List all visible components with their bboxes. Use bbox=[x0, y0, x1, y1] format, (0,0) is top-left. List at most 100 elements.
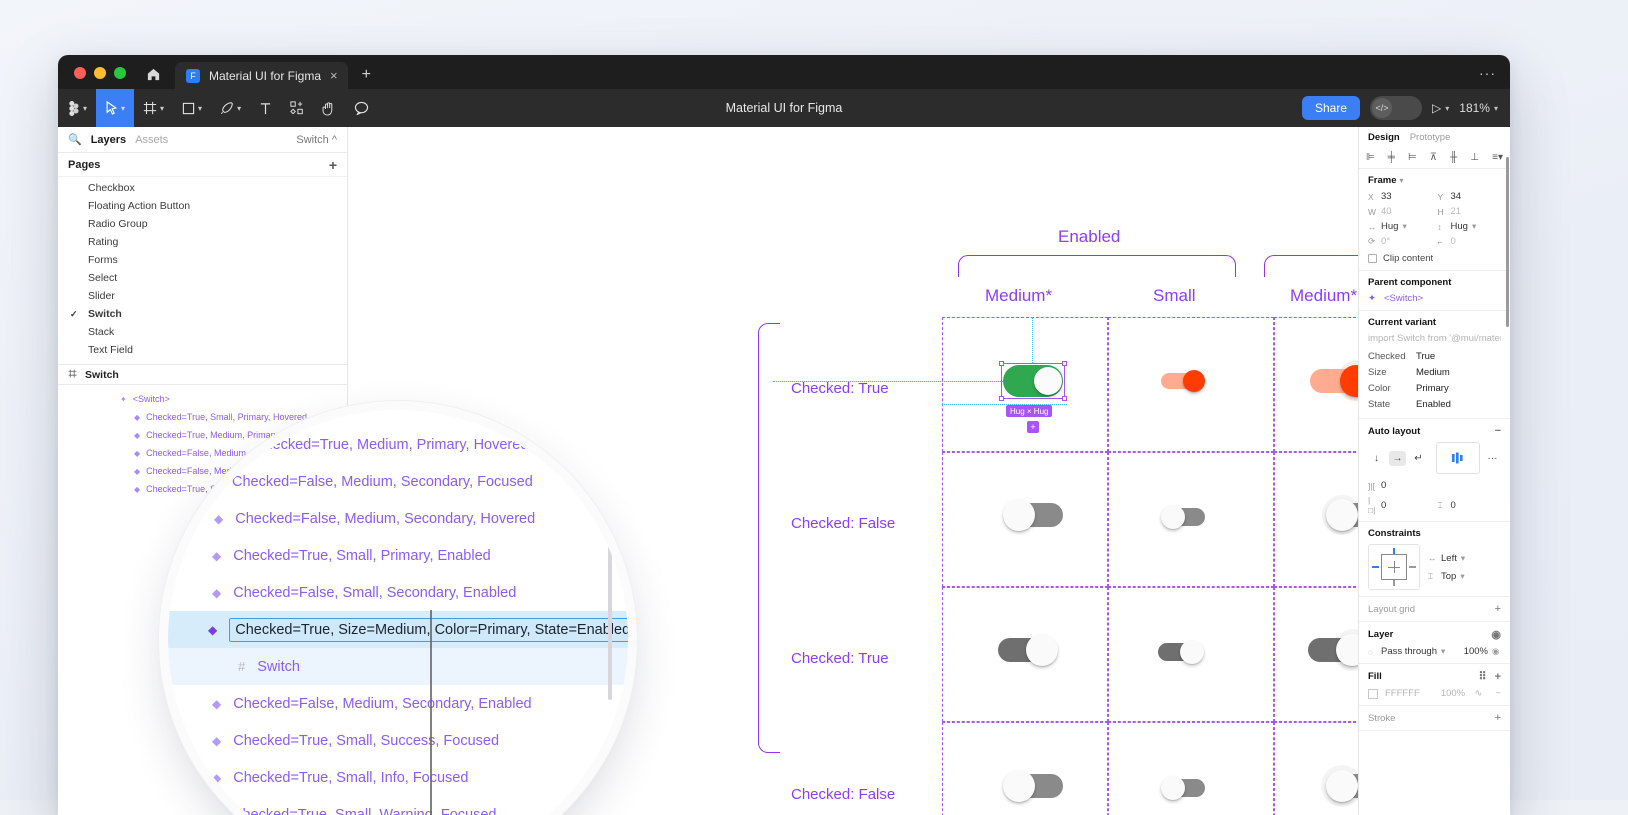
clip-content-row[interactable]: Clip content bbox=[1368, 253, 1501, 264]
page-item-forms[interactable]: Forms bbox=[58, 251, 347, 269]
magnified-layer-item[interactable]: ◆ Checked=True, Small, Primary, Enabled bbox=[168, 537, 628, 574]
maximize-window-button[interactable] bbox=[114, 67, 126, 79]
x-field[interactable]: X 33 bbox=[1368, 191, 1432, 202]
search-icon[interactable]: 🔍 bbox=[68, 133, 82, 146]
text-tool-button[interactable] bbox=[250, 89, 281, 127]
add-page-button[interactable]: + bbox=[329, 157, 337, 173]
parent-component-row[interactable]: ✦ <Switch> bbox=[1368, 293, 1501, 304]
zoom-control[interactable]: 181% ▾ bbox=[1459, 101, 1498, 115]
switch-hovered-medium-checked[interactable] bbox=[1310, 365, 1358, 397]
corner-radius-field[interactable]: ⌐ 0 bbox=[1438, 236, 1502, 247]
switch-row4-small[interactable] bbox=[1161, 776, 1209, 800]
switch-enabled-small-unchecked[interactable] bbox=[1161, 505, 1209, 529]
switch-row4-medium-hover[interactable] bbox=[1326, 770, 1358, 802]
gap-field[interactable]: ]|[ 0 bbox=[1368, 480, 1432, 491]
align-top-icon[interactable]: ⊼ bbox=[1430, 152, 1437, 163]
minimize-window-button[interactable] bbox=[94, 67, 106, 79]
pen-tool-button[interactable]: ▾ bbox=[211, 89, 250, 127]
switch-row3-medium-hover[interactable] bbox=[1308, 634, 1358, 666]
alignment-pad[interactable] bbox=[1436, 442, 1480, 474]
wrap-flow-icon[interactable]: ↵ bbox=[1410, 451, 1427, 466]
add-layout-grid-button[interactable]: + bbox=[1495, 603, 1501, 615]
close-window-button[interactable] bbox=[74, 67, 86, 79]
align-vertical-center-icon[interactable]: ╫ bbox=[1450, 152, 1457, 163]
align-bottom-icon[interactable]: ⊥ bbox=[1470, 152, 1479, 163]
magnified-panel-divider[interactable] bbox=[430, 610, 432, 815]
magnified-layer-rename-row[interactable]: ◆ Checked=True, Size=Medium, Color=Prima… bbox=[168, 611, 628, 648]
page-item-slider[interactable]: Slider bbox=[58, 287, 347, 305]
tab-assets[interactable]: Assets bbox=[135, 134, 168, 146]
switch-enabled-medium-unchecked[interactable] bbox=[1003, 499, 1065, 531]
horizontal-flow-icon[interactable]: → bbox=[1389, 451, 1406, 466]
page-item-rating[interactable]: Rating bbox=[58, 233, 347, 251]
layer-rename-input[interactable]: Checked=True, Size=Medium, Color=Primary… bbox=[229, 618, 628, 642]
magnified-layer-item[interactable]: ◆ Checked=False, Medium, Secondary, Enab… bbox=[168, 685, 628, 722]
hand-tool-button[interactable] bbox=[313, 89, 345, 127]
add-fill-button[interactable]: + bbox=[1495, 671, 1501, 683]
magnified-child-layer-row[interactable]: # Switch bbox=[168, 648, 628, 685]
page-item-stack[interactable]: Stack bbox=[58, 323, 347, 341]
vertical-constraint-select[interactable]: ⌶ Top ▾ bbox=[1428, 571, 1470, 582]
horizontal-constraint-select[interactable]: ↔ Left ▾ bbox=[1428, 553, 1470, 564]
add-stroke-button[interactable]: + bbox=[1495, 712, 1501, 724]
blend-mode-row[interactable]: ◌ Pass through ▾ 100% ◉ bbox=[1368, 646, 1501, 657]
chevron-down-icon[interactable]: ▾ bbox=[1400, 176, 1404, 185]
variant-prop-color[interactable]: Color Primary bbox=[1368, 380, 1501, 396]
magnified-layer-item[interactable]: Checked=True, Small, Warning, Focused bbox=[168, 796, 628, 815]
magnified-layer-item[interactable]: ◆ Checked=True, Small, Info, Focused bbox=[168, 759, 628, 796]
fill-blend-icon[interactable]: ∿ bbox=[1474, 688, 1482, 699]
switch-row4-medium[interactable] bbox=[1003, 770, 1065, 802]
switch-row3-medium[interactable] bbox=[998, 634, 1060, 666]
remove-auto-layout-button[interactable]: − bbox=[1495, 425, 1501, 437]
resize-width-field[interactable]: ↔ Hug ▾ bbox=[1368, 221, 1432, 232]
magnified-layer-item[interactable]: Checked=False, Medium, Secondary, Focuse… bbox=[168, 463, 628, 500]
components-tool-button[interactable] bbox=[281, 89, 313, 127]
new-tab-button[interactable]: + bbox=[348, 66, 385, 89]
layer-item-switch-root[interactable]: ✦ <Switch> bbox=[58, 390, 347, 408]
clip-content-checkbox[interactable] bbox=[1368, 254, 1377, 263]
remove-fill-button[interactable]: − bbox=[1495, 688, 1501, 699]
h-field[interactable]: H 21 bbox=[1438, 206, 1502, 217]
rotation-field[interactable]: ⟳ 0° bbox=[1368, 236, 1432, 247]
window-menu-icon[interactable]: ··· bbox=[1479, 65, 1496, 81]
magnified-layer-item[interactable]: Checked=True, Medium, Primary, Hovered bbox=[168, 426, 628, 463]
tab-design[interactable]: Design bbox=[1368, 132, 1400, 143]
comment-tool-button[interactable] bbox=[345, 89, 378, 127]
right-panel-scrollbar[interactable] bbox=[1506, 157, 1509, 327]
home-icon[interactable] bbox=[140, 67, 175, 89]
padding-horizontal-field[interactable]: |□| 0 bbox=[1368, 495, 1432, 515]
switch-row3-small[interactable] bbox=[1158, 640, 1208, 664]
fill-color-swatch[interactable] bbox=[1368, 689, 1378, 699]
browser-tab[interactable]: F Material UI for Figma × bbox=[175, 62, 348, 89]
present-button[interactable]: ▷ ▾ bbox=[1432, 101, 1449, 115]
align-left-icon[interactable]: ⊫ bbox=[1366, 152, 1375, 163]
align-right-icon[interactable]: ⊨ bbox=[1408, 152, 1417, 163]
selection-frame[interactable] bbox=[1001, 363, 1065, 399]
magnified-layer-item[interactable]: ◆ Checked=False, Medium, Secondary, Hove… bbox=[168, 500, 628, 537]
tab-prototype[interactable]: Prototype bbox=[1410, 132, 1451, 143]
page-item-select[interactable]: Select bbox=[58, 269, 347, 287]
vertical-flow-icon[interactable]: ↓ bbox=[1368, 451, 1385, 466]
page-item-text-field[interactable]: Text Field bbox=[58, 341, 347, 359]
align-horizontal-center-icon[interactable]: ╪ bbox=[1388, 152, 1395, 163]
traffic-lights[interactable] bbox=[58, 67, 140, 89]
frame-tool-button[interactable]: ▾ bbox=[134, 89, 173, 127]
move-tool-button[interactable]: ▾ bbox=[96, 89, 134, 127]
fill-style-icon[interactable]: ⠿ bbox=[1479, 670, 1487, 683]
resize-height-field[interactable]: ↕ Hug ▾ bbox=[1438, 221, 1502, 232]
magnified-layer-item[interactable]: ◆ Checked=False, Small, Secondary, Enabl… bbox=[168, 574, 628, 611]
magnified-layer-item[interactable]: ◆ Checked=True, Small, Success, Focused bbox=[168, 722, 628, 759]
close-tab-icon[interactable]: × bbox=[330, 68, 338, 83]
fill-row[interactable]: FFFFFF 100% ∿ − bbox=[1368, 688, 1501, 699]
dev-mode-toggle[interactable]: </> bbox=[1370, 96, 1422, 120]
variant-prop-checked[interactable]: Checked True bbox=[1368, 348, 1501, 364]
distribute-icon[interactable]: ≡▾ bbox=[1492, 152, 1503, 163]
page-selector[interactable]: Switch ^ bbox=[296, 134, 337, 146]
variant-prop-state[interactable]: State Enabled bbox=[1368, 396, 1501, 412]
w-field[interactable]: W 40 bbox=[1368, 206, 1432, 217]
tab-layers[interactable]: Layers bbox=[91, 134, 126, 146]
shape-tool-button[interactable]: ▾ bbox=[173, 89, 211, 127]
constraints-diagram[interactable] bbox=[1368, 544, 1420, 590]
y-field[interactable]: Y 34 bbox=[1438, 191, 1502, 202]
magnified-scrollbar[interactable] bbox=[608, 528, 612, 700]
